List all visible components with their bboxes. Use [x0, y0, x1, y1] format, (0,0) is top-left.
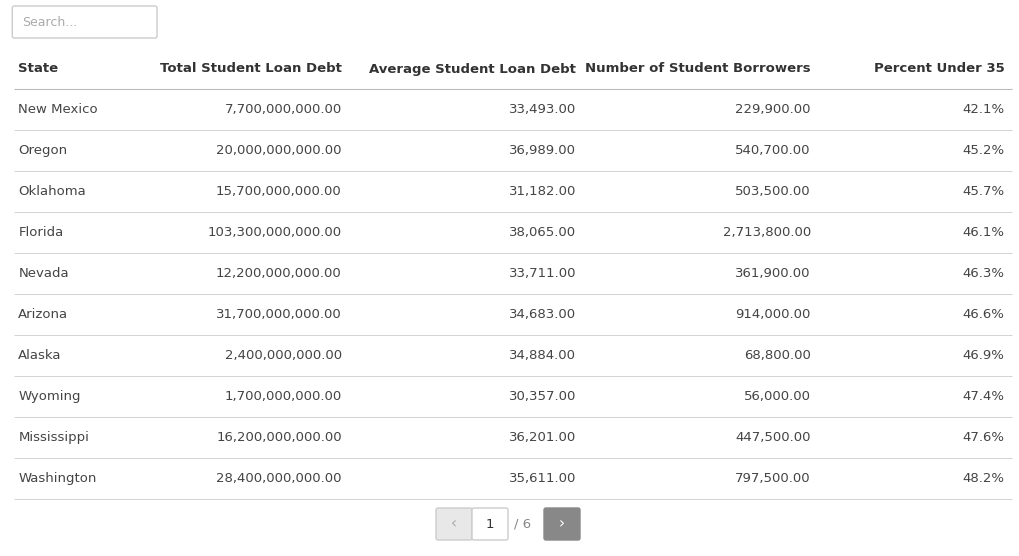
Text: Nevada: Nevada [18, 267, 69, 280]
Text: 42.1%: 42.1% [962, 103, 1004, 116]
Text: 46.6%: 46.6% [962, 308, 1004, 321]
Text: 33,711.00: 33,711.00 [508, 267, 576, 280]
Text: 103,300,000,000.00: 103,300,000,000.00 [208, 226, 341, 239]
Text: Arizona: Arizona [18, 308, 68, 321]
Text: 46.1%: 46.1% [962, 226, 1004, 239]
Text: 914,000.00: 914,000.00 [735, 308, 810, 321]
Text: 1,700,000,000.00: 1,700,000,000.00 [224, 390, 341, 403]
Text: 540,700.00: 540,700.00 [735, 144, 810, 157]
Text: 36,989.00: 36,989.00 [508, 144, 576, 157]
Text: 68,800.00: 68,800.00 [743, 349, 810, 362]
Text: 48.2%: 48.2% [962, 472, 1004, 485]
Text: New Mexico: New Mexico [18, 103, 98, 116]
Text: 2,713,800.00: 2,713,800.00 [721, 226, 810, 239]
Text: 31,182.00: 31,182.00 [508, 185, 576, 198]
Text: 12,200,000,000.00: 12,200,000,000.00 [216, 267, 341, 280]
Text: 447,500.00: 447,500.00 [735, 431, 810, 444]
Text: Oklahoma: Oklahoma [18, 185, 86, 198]
Text: 46.3%: 46.3% [962, 267, 1004, 280]
Text: 56,000.00: 56,000.00 [743, 390, 810, 403]
Text: 31,700,000,000.00: 31,700,000,000.00 [216, 308, 341, 321]
Text: 45.2%: 45.2% [962, 144, 1004, 157]
Text: Oregon: Oregon [18, 144, 67, 157]
Text: 30,357.00: 30,357.00 [508, 390, 576, 403]
Text: 47.4%: 47.4% [962, 390, 1004, 403]
Text: Number of Student Borrowers: Number of Student Borrowers [585, 62, 810, 76]
Text: 2,400,000,000.00: 2,400,000,000.00 [224, 349, 341, 362]
Text: 34,884.00: 34,884.00 [508, 349, 576, 362]
Text: 46.9%: 46.9% [962, 349, 1004, 362]
Text: Alaska: Alaska [18, 349, 62, 362]
Text: 229,900.00: 229,900.00 [735, 103, 810, 116]
Text: Search...: Search... [22, 16, 77, 28]
Text: Florida: Florida [18, 226, 63, 239]
Text: 38,065.00: 38,065.00 [508, 226, 576, 239]
Text: 28,400,000,000.00: 28,400,000,000.00 [216, 472, 341, 485]
Text: Total Student Loan Debt: Total Student Loan Debt [160, 62, 341, 76]
Text: Washington: Washington [18, 472, 97, 485]
Text: ›: › [558, 517, 565, 532]
Text: 35,611.00: 35,611.00 [508, 472, 576, 485]
Text: 16,200,000,000.00: 16,200,000,000.00 [216, 431, 341, 444]
Text: Average Student Loan Debt: Average Student Loan Debt [369, 62, 576, 76]
FancyBboxPatch shape [435, 508, 472, 540]
Text: 33,493.00: 33,493.00 [508, 103, 576, 116]
Text: State: State [18, 62, 58, 76]
Text: 797,500.00: 797,500.00 [735, 472, 810, 485]
FancyBboxPatch shape [543, 508, 580, 540]
Text: 47.6%: 47.6% [962, 431, 1004, 444]
FancyBboxPatch shape [12, 6, 157, 38]
Text: 20,000,000,000.00: 20,000,000,000.00 [216, 144, 341, 157]
Text: Percent Under 35: Percent Under 35 [873, 62, 1004, 76]
Text: 45.7%: 45.7% [962, 185, 1004, 198]
Text: 7,700,000,000.00: 7,700,000,000.00 [224, 103, 341, 116]
Text: Wyoming: Wyoming [18, 390, 81, 403]
FancyBboxPatch shape [472, 508, 507, 540]
Text: 34,683.00: 34,683.00 [508, 308, 576, 321]
Text: 503,500.00: 503,500.00 [735, 185, 810, 198]
Text: 36,201.00: 36,201.00 [508, 431, 576, 444]
Text: Mississippi: Mississippi [18, 431, 89, 444]
Text: 361,900.00: 361,900.00 [735, 267, 810, 280]
Text: / 6: / 6 [514, 518, 531, 530]
Text: ‹: ‹ [450, 517, 457, 532]
Text: 1: 1 [485, 518, 494, 530]
Text: 15,700,000,000.00: 15,700,000,000.00 [216, 185, 341, 198]
